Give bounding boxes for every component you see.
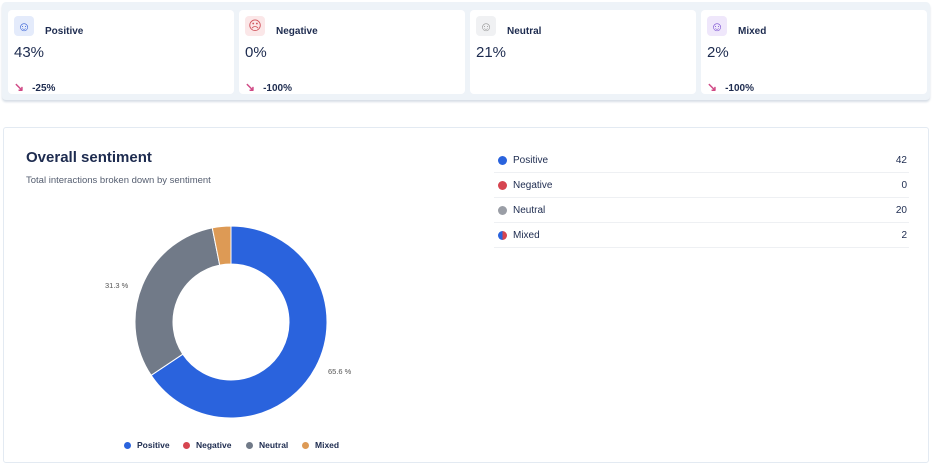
donut-slice-mixed[interactable] (211, 225, 232, 266)
table-row: Negative 0 (494, 173, 909, 198)
summary-cards: ☺ Positive 43% ↘ -25% ☹ Negative 0% ↘ -100… (2, 2, 930, 100)
overall-sentiment-panel: Overall sentiment Total interactions bro… (3, 127, 929, 463)
card-label: Negative (276, 26, 318, 37)
card-change: ↘ -25% (14, 80, 56, 94)
neutral-face-icon (498, 205, 507, 215)
legend-negative[interactable]: Negative (183, 440, 231, 450)
card-label: Positive (45, 26, 84, 37)
donut-chart (134, 225, 328, 419)
smile-icon (498, 155, 507, 165)
arrow-down-right-icon: ↘ (245, 80, 256, 94)
neutral-face-icon: ☺ (476, 16, 496, 36)
card-change: ↘ -100% (245, 80, 292, 94)
frown-icon (498, 180, 507, 190)
arrow-down-right-icon: ↘ (14, 80, 25, 94)
card-neutral[interactable]: ☺ Neutral 21% (470, 10, 696, 94)
card-label: Mixed (738, 26, 767, 37)
card-positive[interactable]: ☺ Positive 43% ↘ -25% (8, 10, 234, 94)
legend-neutral[interactable]: Neutral (246, 440, 288, 450)
donut-slice-neutral[interactable] (134, 227, 221, 377)
card-negative[interactable]: ☹ Negative 0% ↘ -100% (239, 10, 465, 94)
arrow-down-right-icon: ↘ (707, 80, 718, 94)
table-row: Neutral 20 (494, 198, 909, 223)
sentiment-table: Positive 42 Negative 0 Neutral 20 Mixed 2 (494, 148, 909, 248)
mixed-face-icon (498, 230, 507, 240)
card-value: 0% (245, 44, 267, 61)
panel-subtitle: Total interactions broken down by sentim… (26, 175, 211, 186)
smile-icon: ☺ (14, 16, 34, 36)
data-label-positive: 65.6 % (328, 367, 352, 376)
panel-title: Overall sentiment (26, 149, 152, 166)
frown-icon: ☹ (245, 16, 265, 36)
mixed-face-icon: ☺ (707, 16, 727, 36)
card-change: ↘ -100% (707, 80, 754, 94)
donut-slice-positive[interactable] (150, 225, 328, 419)
table-row: Mixed 2 (494, 223, 909, 248)
card-mixed[interactable]: ☺ Mixed 2% ↘ -100% (701, 10, 927, 94)
card-value: 21% (476, 44, 507, 61)
card-value: 43% (14, 44, 45, 61)
data-label-neutral: 31.3 % (105, 281, 129, 290)
legend-positive[interactable]: Positive (124, 440, 170, 450)
card-label: Neutral (507, 26, 542, 37)
legend-mixed[interactable]: Mixed (302, 440, 339, 450)
card-value: 2% (707, 44, 729, 61)
table-row: Positive 42 (494, 148, 909, 173)
